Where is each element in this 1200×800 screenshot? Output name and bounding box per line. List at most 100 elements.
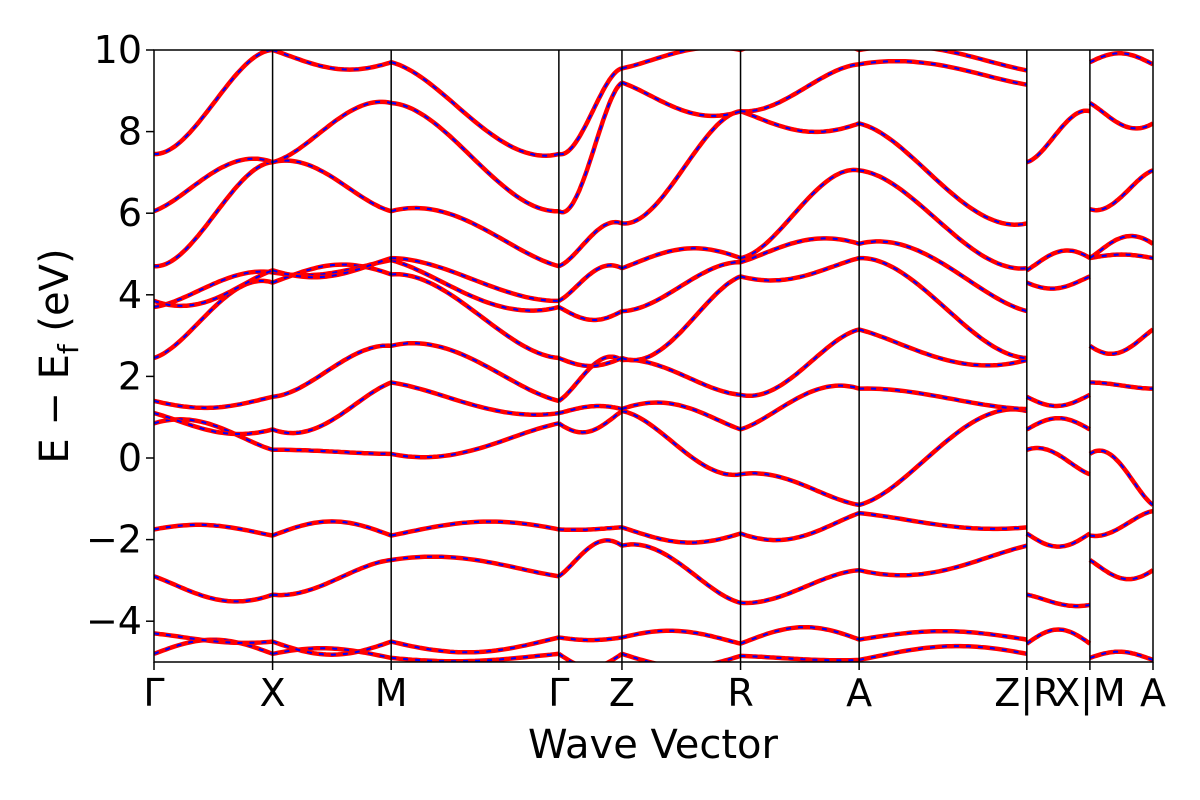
band-line-solid [154, 522, 273, 538]
band-line-dashed [1089, 381, 1153, 390]
band-line-dashed [858, 630, 1027, 641]
band-line-solid [1089, 252, 1153, 261]
band-line-dashed [272, 381, 392, 435]
band-line-solid [272, 343, 392, 400]
band-line-dashed [558, 264, 623, 302]
band-line-solid [859, 386, 1027, 412]
band-line-dashed [740, 237, 860, 264]
band-line-dashed [1026, 628, 1091, 645]
band-line-solid [154, 50, 273, 157]
x-tick-label: M [375, 671, 408, 715]
x-axis-ticks: Γ X M Γ Z R A Z|RX|M A [143, 662, 1166, 716]
band-line-solid [1025, 627, 1092, 646]
x-tick-label: Z|R [994, 671, 1059, 716]
band-line-dashed [391, 555, 560, 578]
band-line-solid [154, 278, 274, 361]
band-line-dashed [859, 512, 1027, 530]
band-line-solid [1025, 392, 1091, 409]
band-line-dashed [558, 636, 623, 642]
band-line-solid [557, 538, 624, 579]
band-line-dashed [621, 543, 741, 604]
band-line-dashed [740, 654, 860, 662]
band-line-dashed [391, 422, 560, 459]
x-tick-label: Γ [548, 671, 569, 715]
band-line-solid [740, 567, 860, 606]
band-line-dashed [1089, 559, 1153, 581]
band-line-dashed [858, 408, 1028, 506]
band-line-solid [621, 651, 742, 662]
band-line-solid [272, 557, 392, 598]
band-line-dashed [740, 626, 860, 645]
band-line-dashed [272, 448, 392, 455]
band-line-dashed [1089, 253, 1153, 260]
band-line-dashed [621, 526, 741, 544]
band-line-solid [557, 305, 624, 323]
band-line-dashed [154, 418, 273, 451]
band-line-solid [739, 109, 860, 135]
x-tick-label: Γ [143, 671, 164, 715]
band-line-solid [1089, 168, 1153, 213]
band-line-dashed [272, 257, 392, 279]
band-line-dashed [858, 60, 1027, 86]
band-line-dashed [621, 358, 741, 396]
y-tick-label: 0 [118, 436, 142, 480]
band-line-dashed [740, 63, 860, 113]
band-line-dashed [740, 50, 860, 51]
x-tick-label: X [260, 671, 286, 715]
band-line-dashed [272, 50, 392, 71]
band-line-solid [1025, 415, 1091, 432]
band-line-solid [1026, 445, 1091, 477]
band-line-solid [154, 394, 274, 411]
band-line-solid [1025, 531, 1092, 549]
band-line-solid [858, 407, 1028, 508]
plot-frame [153, 49, 1154, 663]
band-line-dashed [272, 559, 392, 597]
band-line-dashed [391, 257, 559, 302]
band-line-dashed [391, 381, 560, 416]
band-line-dashed [621, 629, 741, 645]
band-line-solid [1088, 558, 1153, 582]
band-lines [154, 50, 1153, 662]
band-line-dashed [272, 159, 392, 213]
band-line-solid [557, 263, 624, 303]
band-line-dashed [621, 401, 741, 431]
band-line-dashed [272, 640, 392, 656]
band-line-dashed [621, 247, 741, 270]
band-line-dashed [558, 355, 623, 402]
x-tick-label: R [727, 671, 753, 715]
band-line-solid [621, 542, 742, 605]
band-line-solid [621, 628, 742, 646]
band-line-dashed [858, 544, 1028, 577]
y-axis-ticks: −4 −2 0 2 4 6 8 10 [86, 28, 154, 643]
band-line-solid [154, 159, 273, 269]
band-line-solid [858, 327, 1028, 368]
high-symmetry-lines [271, 50, 1091, 662]
band-line-dashed [740, 512, 860, 542]
band-line-dashed [740, 472, 860, 506]
band-line-solid [739, 383, 860, 432]
band-line-solid [1089, 508, 1153, 539]
band-line-dashed [558, 67, 623, 156]
x-tick-label: A [1140, 671, 1166, 715]
band-line-dashed [154, 270, 273, 308]
band-line-solid [557, 355, 623, 369]
band-line-dashed [272, 520, 392, 537]
band-line-dashed [390, 342, 560, 402]
band-line-solid [621, 108, 741, 226]
band-line-solid [271, 50, 392, 72]
band-line-dashed [1089, 328, 1153, 355]
band-line-solid [390, 100, 559, 214]
band-line-solid [557, 219, 623, 269]
band-line-solid [621, 357, 741, 398]
band-line-solid [557, 651, 624, 662]
band-line-dashed [621, 50, 741, 70]
band-line-dashed [558, 410, 623, 434]
band-line-solid [390, 635, 560, 655]
band-line-dashed [1026, 249, 1091, 272]
band-line-solid [1026, 274, 1091, 291]
x-axis-label: Wave Vector [528, 722, 779, 768]
band-line-solid [858, 643, 1028, 662]
band-line-dashed [154, 632, 273, 644]
band-line-solid [1088, 51, 1153, 67]
